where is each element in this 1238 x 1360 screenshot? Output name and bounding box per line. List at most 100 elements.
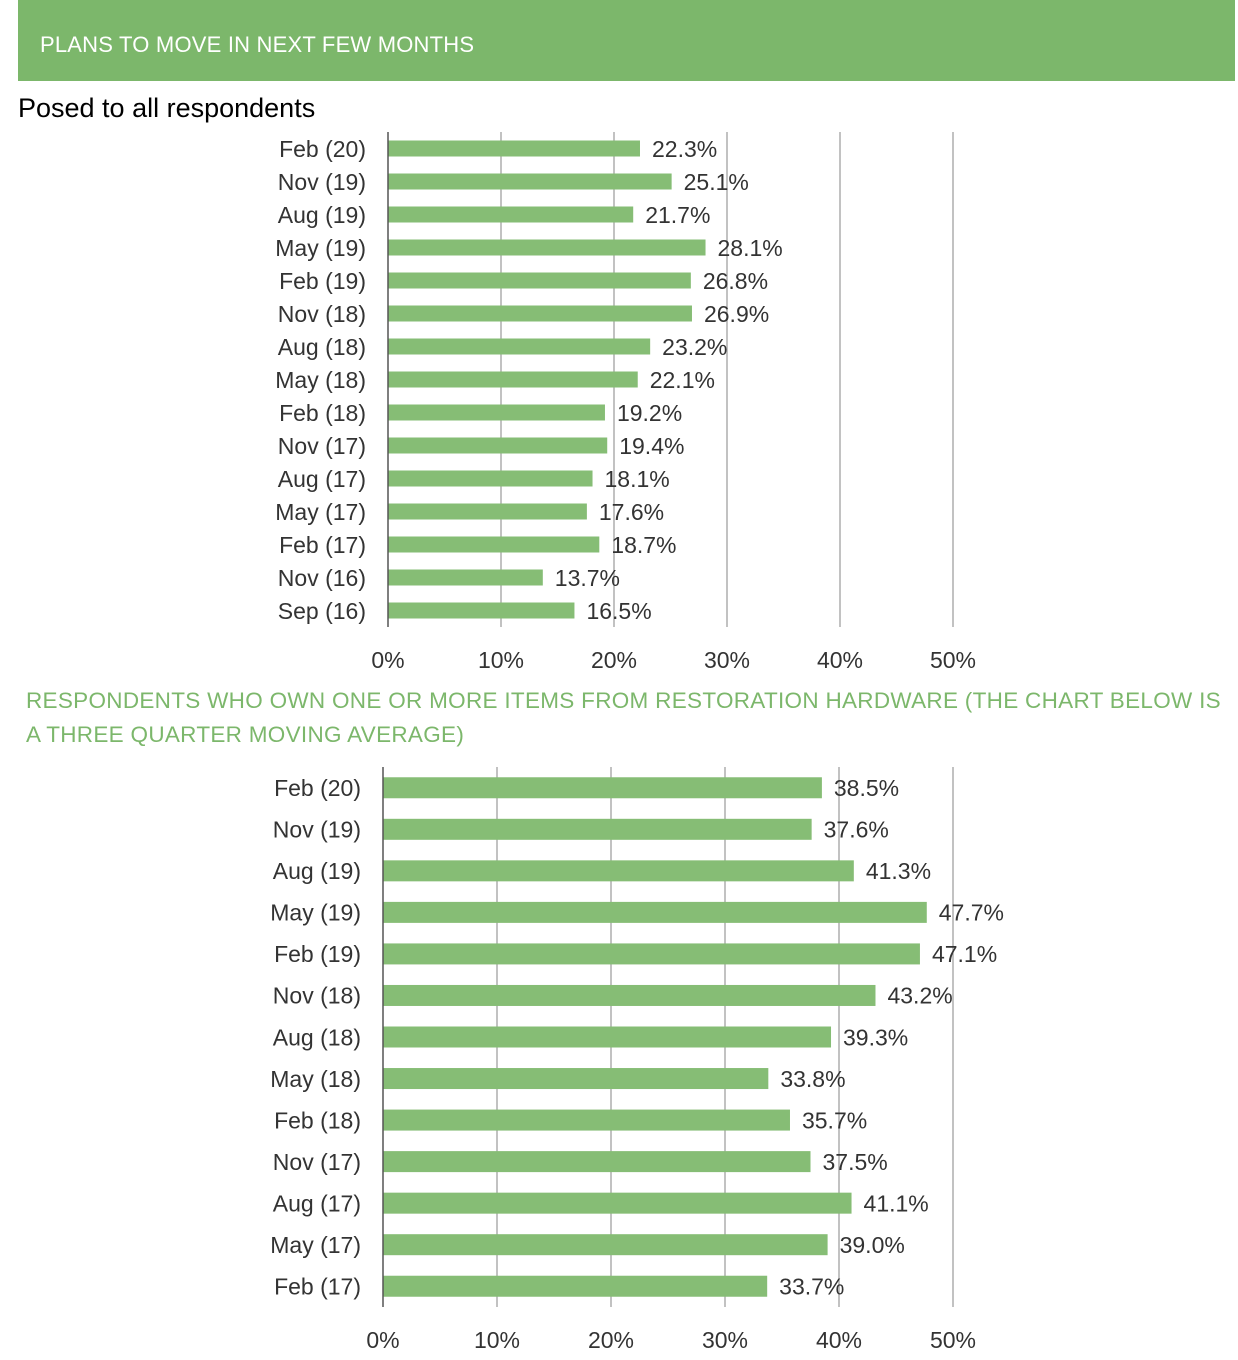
x-tick-label: 20% <box>588 1327 634 1353</box>
bar <box>383 1068 769 1090</box>
page-title: PLANS TO MOVE IN NEXT FEW MONTHS <box>40 32 475 57</box>
bar <box>388 173 672 190</box>
category-label: Aug (18) <box>278 334 366 360</box>
category-label: Feb (18) <box>274 1107 361 1133</box>
bar <box>388 206 634 223</box>
x-tick-label: 0% <box>366 1327 399 1353</box>
bar <box>383 984 876 1006</box>
category-label: Nov (18) <box>278 301 366 327</box>
category-label: May (19) <box>275 235 366 261</box>
data-label: 17.6% <box>599 499 664 525</box>
bar <box>388 602 575 619</box>
category-label: May (19) <box>270 900 361 926</box>
bar <box>383 1275 768 1297</box>
x-tick-label: 40% <box>817 647 863 673</box>
category-label: Nov (17) <box>278 433 366 459</box>
x-tick-label: 50% <box>930 1327 976 1353</box>
category-label: Feb (19) <box>279 268 366 294</box>
data-label: 26.8% <box>703 268 768 294</box>
bar <box>383 1109 790 1131</box>
rh-owners-bar-chart: 0% 10% 20% 30% 40% 50% Feb (20) 38.5% Nov (19) 37… <box>270 767 1004 1353</box>
category-label: Sep (16) <box>278 598 366 624</box>
bar <box>388 536 600 553</box>
x-tick-label: 0% <box>371 647 404 673</box>
data-label: 37.5% <box>823 1149 888 1175</box>
bar <box>388 272 691 289</box>
bar <box>383 860 854 882</box>
category-label: Nov (18) <box>273 983 361 1009</box>
section2-title: RESPONDENTS WHO OWN ONE OR MORE ITEMS FR… <box>26 688 1221 747</box>
bar <box>383 901 927 923</box>
x-tick-label: 40% <box>816 1327 862 1353</box>
bar <box>383 1026 832 1048</box>
data-label: 39.0% <box>840 1232 905 1258</box>
category-label: May (17) <box>275 499 366 525</box>
data-label: 47.1% <box>932 941 997 967</box>
data-label: 26.9% <box>704 301 769 327</box>
data-label: 25.1% <box>684 169 749 195</box>
bar <box>388 371 638 388</box>
bar <box>388 404 605 421</box>
bar <box>383 1192 852 1214</box>
x-tick-label: 30% <box>704 647 750 673</box>
data-label: 23.2% <box>662 334 727 360</box>
header-banner: PLANS TO MOVE IN NEXT FEW MONTHS <box>18 0 1235 81</box>
category-label: Aug (18) <box>273 1024 361 1050</box>
x-tick-label: 10% <box>474 1327 520 1353</box>
x-tick-label: 10% <box>478 647 524 673</box>
category-label: May (18) <box>270 1066 361 1092</box>
category-label: Aug (17) <box>273 1190 361 1216</box>
bar <box>388 338 651 355</box>
category-label: Feb (17) <box>279 532 366 558</box>
data-label: 19.4% <box>619 433 684 459</box>
data-label: 41.3% <box>866 858 931 884</box>
bar <box>383 818 812 840</box>
category-label: Aug (19) <box>273 858 361 884</box>
category-label: Feb (18) <box>279 400 366 426</box>
data-label: 21.7% <box>645 202 710 228</box>
data-label: 33.8% <box>780 1066 845 1092</box>
bar <box>388 569 543 586</box>
page-subtitle: Posed to all respondents <box>18 93 316 123</box>
category-label: Aug (17) <box>278 466 366 492</box>
data-label: 28.1% <box>718 235 783 261</box>
category-label: May (17) <box>270 1232 361 1258</box>
data-label: 47.7% <box>939 900 1004 926</box>
data-label: 41.1% <box>864 1190 929 1216</box>
category-label: Aug (19) <box>278 202 366 228</box>
x-tick-label: 50% <box>930 647 976 673</box>
data-label: 43.2% <box>887 983 952 1009</box>
category-label: May (18) <box>275 367 366 393</box>
bar <box>383 777 822 799</box>
bar <box>388 503 587 520</box>
bar <box>388 140 640 157</box>
category-label: Nov (17) <box>273 1149 361 1175</box>
data-label: 33.7% <box>779 1274 844 1300</box>
category-label: Nov (19) <box>273 817 361 843</box>
x-tick-label: 20% <box>591 647 637 673</box>
bar <box>383 1234 828 1256</box>
data-label: 13.7% <box>555 565 620 591</box>
category-label: Nov (19) <box>278 169 366 195</box>
data-label: 37.6% <box>824 817 889 843</box>
data-label: 19.2% <box>617 400 682 426</box>
category-label: Feb (20) <box>274 775 361 801</box>
bar <box>388 239 706 256</box>
data-label: 38.5% <box>834 775 899 801</box>
category-label: Feb (19) <box>274 941 361 967</box>
bar <box>388 470 593 487</box>
data-label: 16.5% <box>586 598 651 624</box>
data-label: 18.1% <box>605 466 670 492</box>
category-label: Nov (16) <box>278 565 366 591</box>
data-label: 39.3% <box>843 1024 908 1050</box>
x-tick-label: 30% <box>702 1327 748 1353</box>
category-label: Feb (20) <box>279 136 366 162</box>
bar <box>388 437 608 454</box>
data-label: 18.7% <box>611 532 676 558</box>
bar <box>383 1151 811 1173</box>
bar <box>388 305 692 322</box>
category-label: Feb (17) <box>274 1274 361 1300</box>
data-label: 22.3% <box>652 136 717 162</box>
moving-plans-bar-chart: 0% 10% 20% 30% 40% 50% Feb (20) 22.3% Nov (19) 25… <box>275 132 976 673</box>
data-label: 22.1% <box>650 367 715 393</box>
